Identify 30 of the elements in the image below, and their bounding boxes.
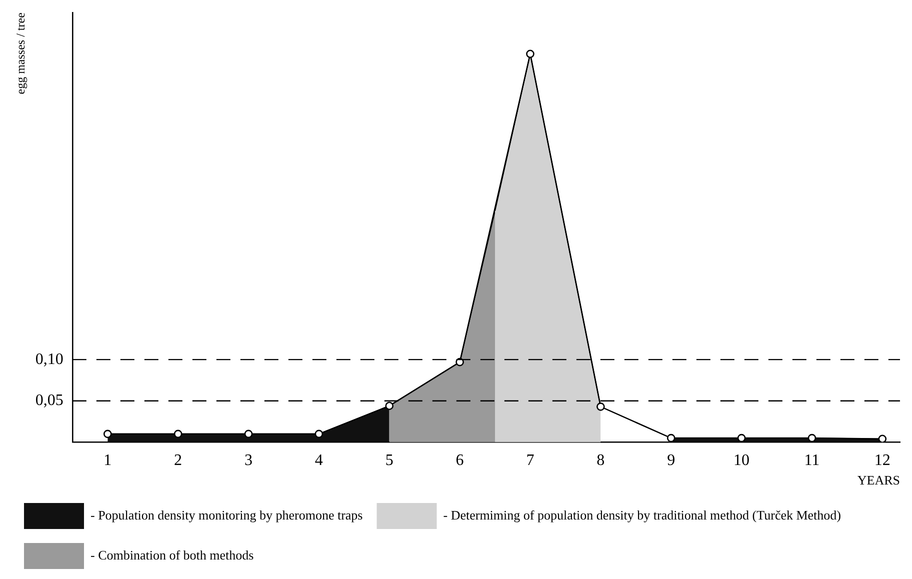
point [244,430,253,438]
point [103,430,112,438]
legend-label: - Determiming of population density by traditional method (Turček Method) [443,507,842,522]
y-axis-title: egg masses / tree [13,12,28,94]
x-tick-label: 10 [734,452,750,470]
x-tick-label: 9 [667,452,676,470]
x-tick-label: 12 [874,452,890,470]
x-tick-label: 6 [456,452,464,470]
y-tick-label: 0,10 [35,350,64,368]
point [878,434,887,442]
x-tick-label: 5 [385,452,394,470]
point [526,50,534,58]
point [737,434,746,442]
x-tick-label: 2 [174,452,182,470]
point [808,434,816,442]
point [385,402,394,410]
x-axis-title: YEARS [857,472,900,488]
point [174,430,182,438]
point [666,434,676,442]
y-tick-label: 0,05 [35,392,64,410]
x-tick-label: 8 [596,452,605,470]
x-tick-label: 4 [314,452,323,470]
point [314,430,324,438]
legend-label: - Combination of both methods [90,547,254,562]
legend-label: - Population density monitoring by pheromone traps [90,507,363,522]
x-tick-label: 1 [104,452,112,470]
point [596,402,605,411]
x-tick-label: 3 [244,452,252,470]
x-tick-label: 11 [804,452,820,470]
x-tick-label: 7 [526,452,534,470]
